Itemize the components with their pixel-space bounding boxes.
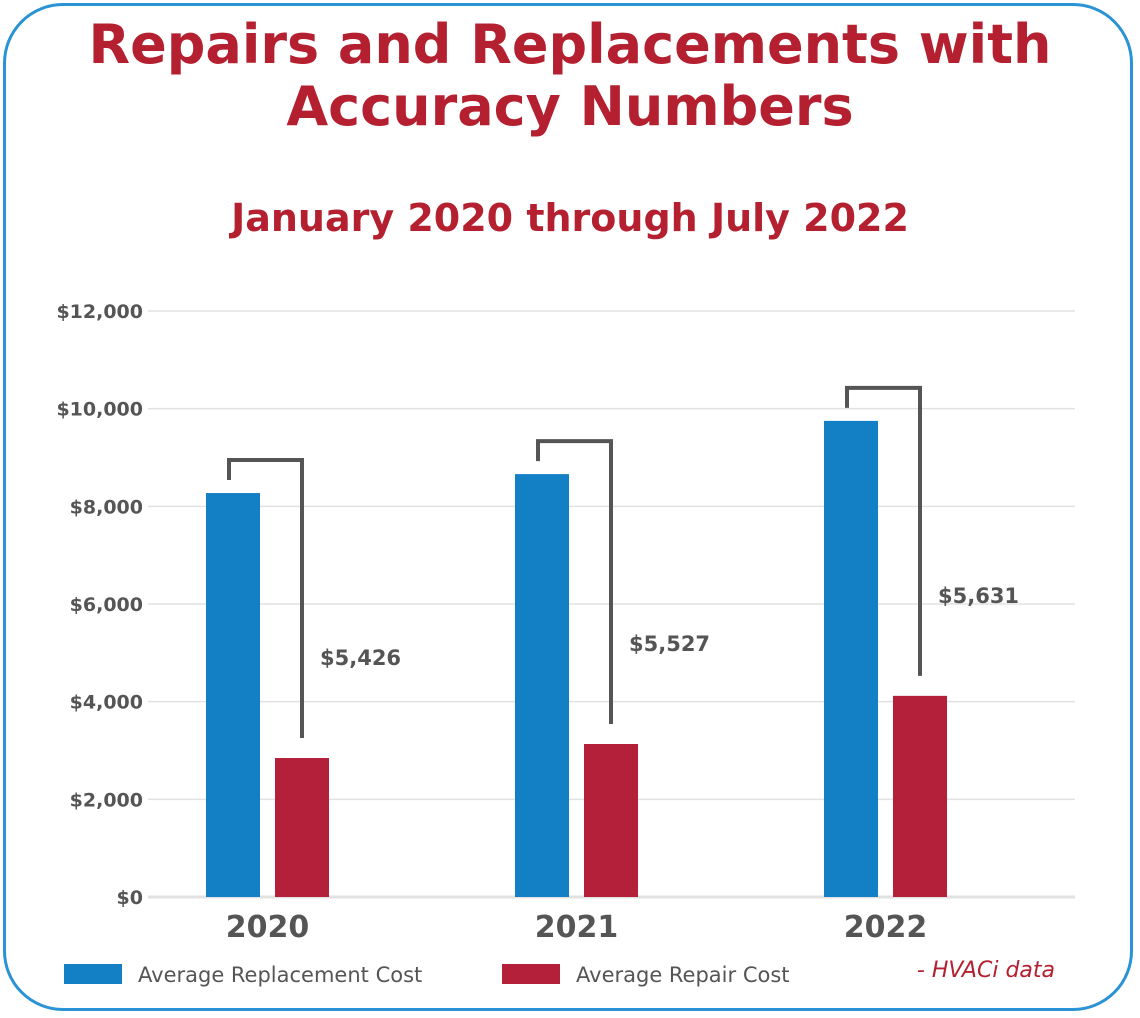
difference-label: $5,426 <box>320 646 401 670</box>
y-tick-label: $12,000 <box>56 301 143 323</box>
source-note: - HVACi data <box>917 958 1055 983</box>
legend-swatch <box>64 964 122 984</box>
chart-subtitle: January 2020 through July 2022 <box>231 196 909 240</box>
chart-border <box>3 3 1133 1011</box>
y-tick-label: $2,000 <box>70 789 143 811</box>
difference-label: $5,631 <box>938 584 1019 608</box>
y-tick-label: $6,000 <box>70 594 143 616</box>
bar-repair <box>275 758 329 897</box>
y-tick-label: $8,000 <box>70 496 143 518</box>
y-tick-label: $4,000 <box>70 692 143 714</box>
chart-title: Repairs and Replacements with Accuracy N… <box>88 13 1052 138</box>
bar-replacement <box>824 420 878 897</box>
y-tick-label: $10,000 <box>56 399 143 421</box>
legend-swatch <box>502 964 560 984</box>
difference-bracket <box>227 458 304 739</box>
bar-repair <box>893 695 947 897</box>
y-tick-label: $0 <box>117 887 143 909</box>
difference-label: $5,527 <box>629 632 710 656</box>
difference-bracket <box>845 385 922 676</box>
legend-label: Average Replacement Cost <box>138 963 422 987</box>
x-tick-label: 2021 <box>535 910 619 945</box>
bar-repair <box>584 744 638 897</box>
x-tick-label: 2020 <box>226 910 310 945</box>
bar-replacement <box>515 474 569 897</box>
difference-bracket <box>536 439 613 725</box>
bar-replacement <box>206 493 260 897</box>
legend-label: Average Repair Cost <box>576 963 790 987</box>
x-tick-label: 2022 <box>844 910 928 945</box>
